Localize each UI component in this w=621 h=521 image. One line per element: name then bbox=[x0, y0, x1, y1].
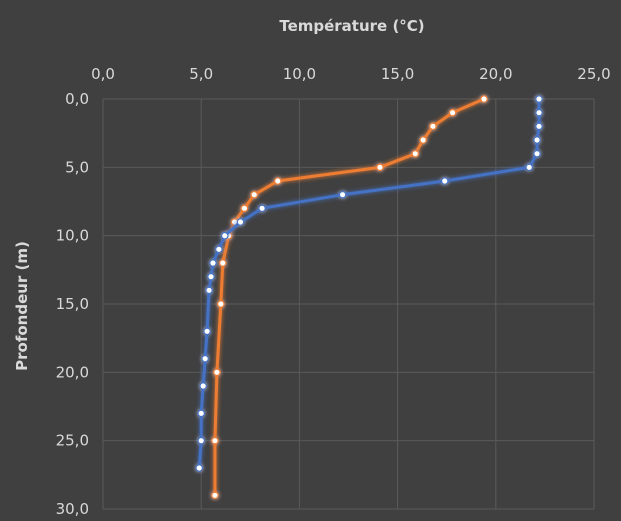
grid bbox=[102, 98, 595, 510]
data-point bbox=[525, 163, 533, 172]
data-point bbox=[236, 218, 245, 226]
data-point bbox=[535, 95, 543, 103]
plot-area bbox=[195, 95, 543, 500]
data-point bbox=[197, 436, 206, 445]
data-point bbox=[419, 136, 427, 144]
y-tick-label: 20,0 bbox=[56, 363, 89, 381]
x-tick-label: 0,0 bbox=[91, 65, 115, 83]
data-point bbox=[195, 464, 204, 472]
data-point bbox=[429, 122, 437, 131]
data-point bbox=[201, 354, 209, 363]
data-point bbox=[203, 327, 211, 336]
y-tick-label: 30,0 bbox=[56, 500, 89, 518]
data-point bbox=[211, 491, 219, 500]
y-tick-labels: 0,0 5,0 10,0 15,0 20,0 25,0 30,0 bbox=[56, 90, 89, 518]
data-point bbox=[199, 382, 207, 390]
data-point bbox=[258, 204, 266, 213]
y-tick-label: 5,0 bbox=[65, 158, 89, 176]
series-line bbox=[197, 97, 541, 470]
series-1 bbox=[211, 95, 488, 500]
data-point bbox=[448, 108, 457, 117]
data-point bbox=[220, 231, 229, 240]
data-point bbox=[480, 95, 488, 103]
data-point bbox=[440, 177, 449, 185]
x-tick-label: 20,0 bbox=[479, 65, 512, 83]
data-point bbox=[240, 204, 249, 213]
data-point bbox=[273, 177, 282, 185]
data-point bbox=[209, 259, 217, 267]
x-tick-labels: 0,0 5,0 10,0 15,0 20,0 25,0 bbox=[91, 65, 611, 83]
y-tick-label: 15,0 bbox=[56, 295, 89, 313]
series-line bbox=[213, 97, 486, 497]
data-point bbox=[205, 286, 213, 295]
x-tick-label: 10,0 bbox=[283, 65, 316, 83]
data-point bbox=[533, 136, 541, 144]
data-point bbox=[219, 259, 227, 267]
data-point bbox=[215, 245, 223, 254]
data-point bbox=[211, 436, 219, 445]
x-tick-label: 15,0 bbox=[381, 65, 414, 83]
x-axis-title: Température (°C) bbox=[279, 17, 424, 35]
data-point bbox=[207, 272, 215, 281]
data-point bbox=[535, 122, 543, 131]
data-point bbox=[533, 149, 541, 158]
data-point bbox=[197, 409, 206, 418]
series-2 bbox=[195, 95, 543, 472]
data-point bbox=[213, 368, 221, 377]
y-tick-label: 0,0 bbox=[65, 90, 89, 108]
data-point bbox=[250, 190, 259, 199]
data-point bbox=[338, 190, 347, 199]
x-tick-label: 5,0 bbox=[189, 65, 213, 83]
data-point bbox=[411, 149, 420, 158]
data-point bbox=[535, 108, 543, 117]
data-point bbox=[217, 300, 225, 308]
data-point bbox=[376, 163, 384, 172]
y-tick-label: 25,0 bbox=[56, 432, 89, 450]
y-tick-label: 10,0 bbox=[56, 227, 89, 245]
x-tick-label: 25,0 bbox=[577, 65, 610, 83]
y-axis-title: Profondeur (m) bbox=[13, 241, 31, 371]
